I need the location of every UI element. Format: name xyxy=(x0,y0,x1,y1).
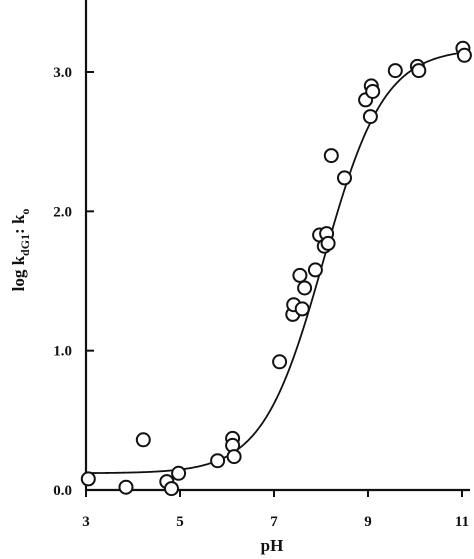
ticks xyxy=(85,71,463,497)
data-point xyxy=(135,432,151,448)
x-tick-label: 11 xyxy=(455,514,469,530)
data-point xyxy=(362,109,378,125)
data-point xyxy=(272,354,288,370)
data-point xyxy=(226,449,242,465)
data-point xyxy=(292,267,308,283)
y-tick-label: 2.0 xyxy=(53,204,72,220)
x-axis-title: pH xyxy=(261,536,284,555)
tick-labels: 3 5 7 9 11 0.0 1.0 2.0 3.0 xyxy=(53,65,469,530)
data-point xyxy=(387,63,403,79)
data-point xyxy=(294,301,310,317)
y-tick-label: 1.0 xyxy=(53,344,72,360)
y-axis-title: log kdG1: ko xyxy=(9,209,32,292)
data-point xyxy=(456,47,472,63)
x-tick-label: 3 xyxy=(82,514,90,530)
x-tick-label: 9 xyxy=(364,514,372,530)
x-tick-label: 7 xyxy=(270,514,278,530)
data-point xyxy=(171,465,187,481)
data-point xyxy=(307,262,323,278)
data-point xyxy=(320,235,336,251)
y-tick-label: 3.0 xyxy=(53,65,72,81)
data-point xyxy=(210,453,226,469)
data-point xyxy=(118,479,134,495)
axes xyxy=(84,0,470,492)
data-point xyxy=(365,84,381,99)
data-point xyxy=(411,63,427,79)
data-points xyxy=(80,40,472,497)
y-axis-title-tail-sub: o xyxy=(18,209,32,215)
data-point xyxy=(80,471,96,487)
y-axis-title-tail: : k xyxy=(9,214,28,234)
y-axis-title-main: log k xyxy=(9,255,28,291)
data-point xyxy=(164,481,179,497)
data-point xyxy=(323,148,339,164)
fit-curve xyxy=(86,51,463,475)
y-tick-label: 0.0 xyxy=(53,483,72,499)
x-tick-label: 5 xyxy=(176,514,184,530)
data-point xyxy=(297,280,313,296)
data-point xyxy=(337,170,352,186)
y-axis-title-sub: dG1 xyxy=(18,234,32,256)
